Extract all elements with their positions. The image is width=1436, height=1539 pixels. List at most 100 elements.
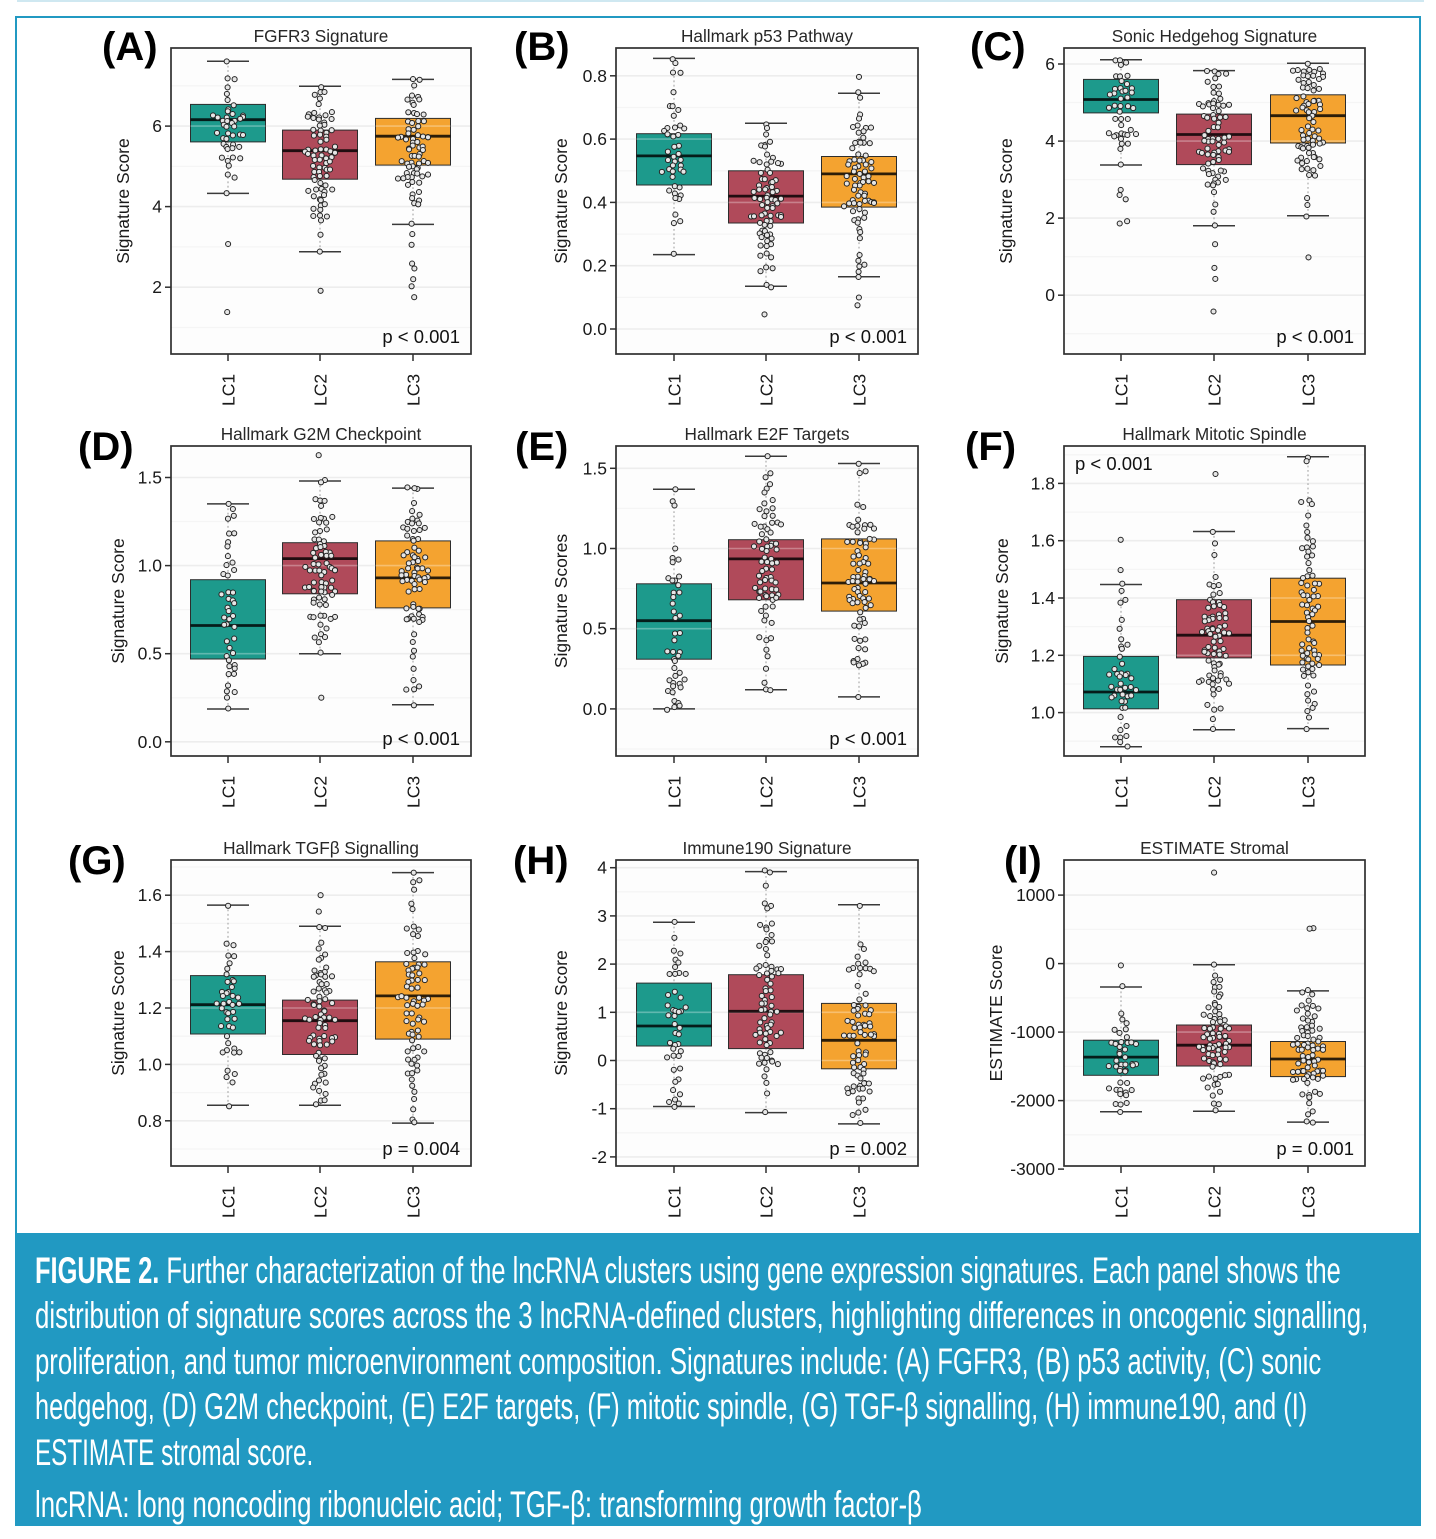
svg-text:p = 0.004: p = 0.004 xyxy=(382,1138,460,1159)
svg-text:(I): (I) xyxy=(1004,839,1042,883)
svg-text:0.6: 0.6 xyxy=(583,129,607,149)
svg-text:p < 0.001: p < 0.001 xyxy=(829,728,907,749)
svg-text:ESTIMATE Stromal: ESTIMATE Stromal xyxy=(1140,838,1289,858)
svg-text:(B): (B) xyxy=(514,25,570,69)
svg-text:Immune190 Signature: Immune190 Signature xyxy=(682,838,851,858)
svg-text:LC3: LC3 xyxy=(1299,374,1319,406)
svg-text:(C): (C) xyxy=(970,25,1026,69)
svg-text:p < 0.001: p < 0.001 xyxy=(1075,453,1153,474)
svg-text:(A): (A) xyxy=(102,25,158,69)
svg-text:LC1: LC1 xyxy=(665,374,685,406)
svg-text:2: 2 xyxy=(597,954,607,974)
svg-text:1.2: 1.2 xyxy=(1031,645,1055,665)
svg-text:Signature Score: Signature Score xyxy=(108,950,128,1076)
svg-text:LC3: LC3 xyxy=(850,374,870,406)
svg-text:LC3: LC3 xyxy=(1299,1186,1319,1218)
svg-text:1.5: 1.5 xyxy=(138,468,162,488)
svg-text:LC1: LC1 xyxy=(219,1186,239,1218)
svg-text:Hallmark G2M Checkpoint: Hallmark G2M Checkpoint xyxy=(221,424,422,444)
svg-text:1.6: 1.6 xyxy=(138,885,162,905)
svg-text:LC3: LC3 xyxy=(404,374,424,406)
svg-text:LC1: LC1 xyxy=(665,1186,685,1218)
svg-text:(F): (F) xyxy=(965,425,1016,469)
svg-text:LC2: LC2 xyxy=(311,776,331,808)
svg-text:LC2: LC2 xyxy=(1205,776,1225,808)
svg-text:Signature Score: Signature Score xyxy=(996,138,1016,264)
svg-text:Hallmark Mitotic Spindle: Hallmark Mitotic Spindle xyxy=(1122,424,1306,444)
svg-text:1.0: 1.0 xyxy=(583,539,608,559)
svg-text:-1: -1 xyxy=(591,1099,607,1119)
svg-text:Hallmark TGFβ Signalling: Hallmark TGFβ Signalling xyxy=(223,838,419,858)
svg-text:0.4: 0.4 xyxy=(583,192,608,212)
svg-text:-2: -2 xyxy=(591,1147,607,1167)
svg-text:LC3: LC3 xyxy=(404,1186,424,1218)
svg-text:Signature Score: Signature Score xyxy=(551,950,571,1076)
svg-text:2: 2 xyxy=(152,277,162,297)
svg-text:1.8: 1.8 xyxy=(1031,473,1055,493)
svg-text:p = 0.001: p = 0.001 xyxy=(1276,1138,1354,1159)
svg-text:LC2: LC2 xyxy=(757,776,777,808)
svg-text:1.6: 1.6 xyxy=(1031,531,1055,551)
svg-text:p = 0.002: p = 0.002 xyxy=(829,1138,907,1159)
svg-text:0.0: 0.0 xyxy=(583,699,608,719)
svg-text:p < 0.001: p < 0.001 xyxy=(382,728,460,749)
svg-text:4: 4 xyxy=(1045,131,1055,151)
svg-text:LC1: LC1 xyxy=(219,776,239,808)
svg-text:4: 4 xyxy=(597,858,607,878)
svg-text:(E): (E) xyxy=(515,425,568,469)
svg-text:6: 6 xyxy=(1045,54,1055,74)
svg-text:0: 0 xyxy=(1045,285,1055,305)
svg-text:LC1: LC1 xyxy=(1112,776,1132,808)
svg-text:p < 0.001: p < 0.001 xyxy=(1276,326,1354,347)
svg-text:0.5: 0.5 xyxy=(583,619,607,639)
svg-text:-3000: -3000 xyxy=(1010,1159,1055,1179)
svg-text:6: 6 xyxy=(152,116,162,136)
svg-text:LC1: LC1 xyxy=(1112,1186,1132,1218)
svg-text:Signature Scores: Signature Scores xyxy=(551,534,571,668)
svg-text:0.8: 0.8 xyxy=(138,1111,162,1131)
svg-text:LC2: LC2 xyxy=(757,374,777,406)
svg-text:LC3: LC3 xyxy=(850,1186,870,1218)
svg-text:0.5: 0.5 xyxy=(138,644,162,664)
svg-text:0: 0 xyxy=(1045,954,1055,974)
svg-text:(H): (H) xyxy=(513,839,569,883)
svg-text:LC3: LC3 xyxy=(850,776,870,808)
svg-text:LC1: LC1 xyxy=(665,776,685,808)
svg-text:p < 0.001: p < 0.001 xyxy=(382,326,460,347)
svg-text:0.0: 0.0 xyxy=(138,732,163,752)
svg-text:LC2: LC2 xyxy=(311,374,331,406)
svg-text:1.0: 1.0 xyxy=(138,1054,163,1074)
svg-text:Hallmark p53 Pathway: Hallmark p53 Pathway xyxy=(681,26,853,46)
svg-text:LC2: LC2 xyxy=(1205,1186,1225,1218)
svg-text:LC2: LC2 xyxy=(1205,374,1225,406)
svg-text:Signature Score: Signature Score xyxy=(113,138,133,264)
svg-text:Sonic Hedgehog Signature: Sonic Hedgehog Signature xyxy=(1112,26,1317,46)
svg-text:0.0: 0.0 xyxy=(583,319,608,339)
svg-text:1.5: 1.5 xyxy=(583,458,607,478)
svg-text:-1000: -1000 xyxy=(1010,1022,1055,1042)
svg-text:Signature Score: Signature Score xyxy=(551,138,571,264)
svg-text:3: 3 xyxy=(597,906,607,926)
svg-text:LC1: LC1 xyxy=(219,374,239,406)
svg-text:0: 0 xyxy=(597,1051,607,1071)
svg-text:1000: 1000 xyxy=(1016,885,1055,905)
svg-text:p < 0.001: p < 0.001 xyxy=(829,326,907,347)
svg-text:ESTIMATE Score: ESTIMATE Score xyxy=(986,945,1006,1082)
svg-text:Hallmark E2F Targets: Hallmark E2F Targets xyxy=(685,424,850,444)
svg-text:0.2: 0.2 xyxy=(583,256,607,276)
svg-text:4: 4 xyxy=(152,197,162,217)
svg-text:Signature Score: Signature Score xyxy=(108,538,128,664)
svg-text:-2000: -2000 xyxy=(1010,1091,1055,1111)
svg-text:LC2: LC2 xyxy=(757,1186,777,1218)
svg-text:(G): (G) xyxy=(68,839,126,883)
svg-text:LC3: LC3 xyxy=(1299,776,1319,808)
svg-text:LC1: LC1 xyxy=(1112,374,1132,406)
svg-text:Signature Score: Signature Score xyxy=(992,538,1012,664)
svg-text:1.4: 1.4 xyxy=(1031,588,1056,608)
svg-text:0.8: 0.8 xyxy=(583,66,607,86)
svg-text:2: 2 xyxy=(1045,208,1055,228)
svg-text:LC2: LC2 xyxy=(311,1186,331,1218)
svg-text:LC3: LC3 xyxy=(404,776,424,808)
svg-text:1.4: 1.4 xyxy=(138,942,163,962)
svg-text:1: 1 xyxy=(597,1002,607,1022)
